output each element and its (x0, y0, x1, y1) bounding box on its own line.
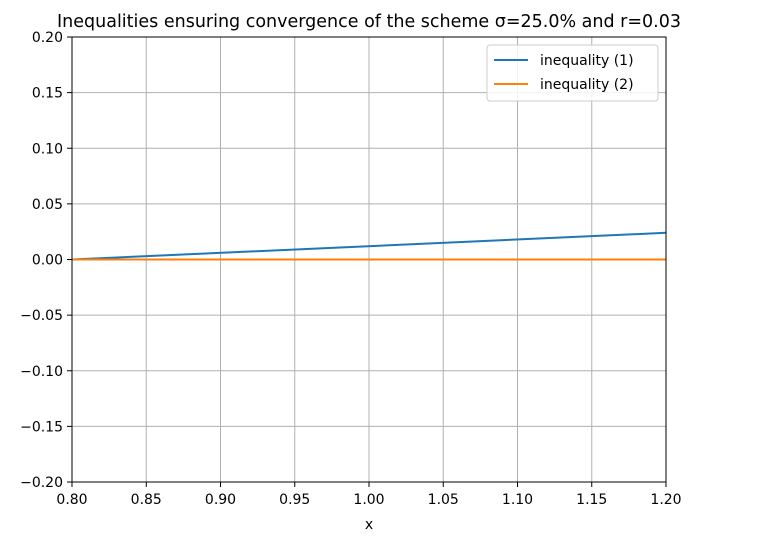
x-tick-label: 0.90 (205, 492, 236, 508)
x-tick-label: 1.20 (650, 492, 681, 508)
y-tick-label: 0.10 (32, 141, 63, 157)
x-tick-label: 0.85 (131, 492, 162, 508)
x-tick-label: 1.05 (428, 492, 459, 508)
legend-label-1: inequality (1) (540, 53, 634, 69)
axis-ticks: 0.80 0.85 0.90 0.95 1.00 1.05 1.10 1.15 1.20 −0.2… (20, 30, 681, 508)
y-tick-label: 0.15 (32, 86, 63, 102)
chart-title: Inequalities ensuring convergence of the… (57, 12, 681, 32)
series-line-1 (71, 231, 667, 261)
y-tick-label: −0.20 (20, 475, 63, 491)
x-tick-label: 0.95 (279, 492, 310, 508)
y-tick-label: 0.20 (32, 30, 63, 46)
y-tick-label: −0.05 (20, 308, 63, 324)
y-tick-label: 0.05 (32, 197, 63, 213)
x-tick-label: 0.80 (56, 492, 87, 508)
legend: inequality (1) inequality (2) (486, 44, 659, 102)
x-axis-label: x (365, 517, 373, 533)
x-tick-label: 1.15 (576, 492, 607, 508)
y-tick-label: −0.15 (20, 419, 63, 435)
x-tick-label: 1.00 (353, 492, 384, 508)
series-layer (71, 231, 667, 261)
x-tick-label: 1.10 (502, 492, 533, 508)
legend-label-2: inequality (2) (540, 77, 634, 93)
y-tick-label: −0.10 (20, 364, 63, 380)
legend-box (486, 44, 659, 102)
y-tick-label: 0.00 (32, 253, 63, 269)
